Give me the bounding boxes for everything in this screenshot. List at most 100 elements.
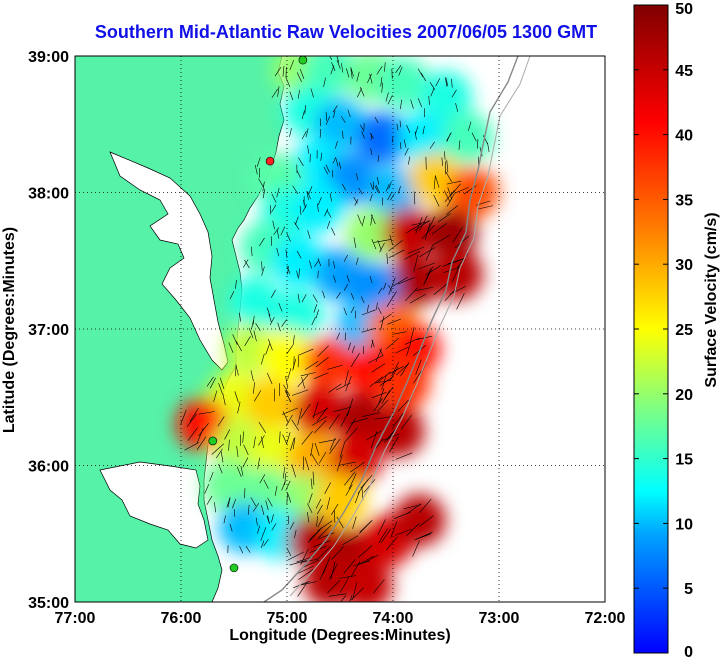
current-arrow [392, 331, 407, 335]
current-arrow [338, 575, 357, 579]
current-arrow [384, 62, 386, 72]
current-arrow [297, 355, 299, 368]
current-arrow [218, 382, 223, 395]
current-arrow [298, 157, 304, 166]
current-arrow [341, 63, 344, 73]
current-arrow [390, 193, 395, 201]
current-arrow [319, 128, 322, 138]
x-tick-label: 72:00 [585, 610, 626, 627]
current-arrow [261, 266, 265, 276]
current-arrow [350, 561, 361, 578]
current-arrow [350, 417, 369, 424]
y-tick-label: 36:00 [28, 459, 69, 476]
current-arrow [353, 560, 370, 567]
current-arrow [261, 436, 264, 449]
colorbar-tick-label: 50 [675, 1, 693, 18]
current-arrow [299, 581, 317, 586]
current-arrow [287, 551, 305, 561]
x-tick-label: 77:00 [55, 610, 96, 627]
current-arrow [373, 239, 392, 243]
current-arrow [235, 279, 237, 289]
current-arrow [310, 478, 313, 490]
velocity-cell [398, 111, 451, 164]
velocity-field [176, 56, 499, 602]
current-arrow [292, 358, 297, 371]
x-tick-label: 74:00 [373, 610, 414, 627]
current-arrow [244, 488, 246, 499]
current-arrow [377, 155, 380, 162]
current-arrow [252, 315, 255, 325]
current-arrow [345, 484, 353, 496]
current-arrow [184, 442, 199, 451]
current-arrow [307, 503, 313, 514]
current-arrow [301, 294, 307, 303]
current-arrow [361, 328, 376, 333]
current-arrow [344, 370, 349, 386]
velocity-cell [340, 559, 393, 602]
current-arrow [449, 286, 466, 295]
current-arrow [375, 348, 382, 362]
current-arrow [296, 565, 314, 575]
current-arrow [270, 289, 276, 298]
current-arrow [276, 229, 280, 239]
current-arrow [274, 67, 282, 77]
current-arrow [346, 275, 350, 283]
current-arrow [385, 92, 389, 102]
current-arrow [235, 365, 237, 377]
current-arrow [318, 451, 327, 464]
site-mid-marker [265, 156, 275, 166]
current-arrow [296, 72, 302, 83]
current-arrow [400, 142, 402, 149]
current-arrow [285, 375, 288, 388]
current-arrow [281, 319, 287, 327]
current-arrow [368, 355, 383, 364]
current-arrow [400, 414, 412, 430]
current-arrow [408, 156, 411, 165]
velocity-cell [388, 255, 441, 308]
current-arrow [297, 89, 300, 99]
current-arrow [213, 390, 218, 402]
current-arrow [276, 248, 280, 257]
colorbar-tick-label: 20 [675, 387, 693, 404]
current-arrow [332, 105, 338, 113]
current-arrow [333, 260, 335, 269]
current-arrow [247, 504, 250, 515]
current-arrow [305, 128, 309, 138]
velocity-cell [430, 248, 483, 301]
velocity-cell [245, 378, 298, 431]
current-arrow [285, 77, 291, 88]
current-arrows [180, 56, 494, 602]
current-arrow [310, 442, 314, 457]
current-arrow [374, 416, 393, 420]
current-arrow [369, 132, 374, 139]
current-arrow [271, 514, 274, 523]
current-arrow [239, 312, 242, 322]
current-arrow [317, 203, 319, 212]
current-arrow [463, 185, 477, 195]
current-arrow [295, 216, 299, 226]
current-arrow [314, 420, 327, 434]
velocity-cell [303, 337, 356, 390]
current-arrow [251, 320, 254, 330]
current-arrow [326, 497, 331, 510]
current-arrow [353, 196, 358, 204]
current-arrow [450, 183, 461, 196]
current-arrow [392, 135, 394, 143]
current-arrow [258, 178, 264, 188]
current-arrow [369, 276, 373, 284]
current-arrow [333, 110, 336, 119]
current-arrow [317, 345, 329, 357]
current-arrow [336, 516, 344, 528]
current-arrow [388, 181, 392, 189]
current-arrow [336, 454, 343, 472]
current-arrow [343, 307, 347, 316]
current-arrow [345, 427, 358, 442]
current-arrow [296, 270, 299, 279]
x-tick-label: 73:00 [479, 610, 520, 627]
current-arrow [386, 337, 399, 350]
current-arrow [307, 191, 311, 200]
velocity-cell [345, 262, 398, 315]
current-arrow [350, 67, 354, 77]
velocity-cell [314, 473, 366, 526]
chesapeake-bay [109, 151, 229, 371]
